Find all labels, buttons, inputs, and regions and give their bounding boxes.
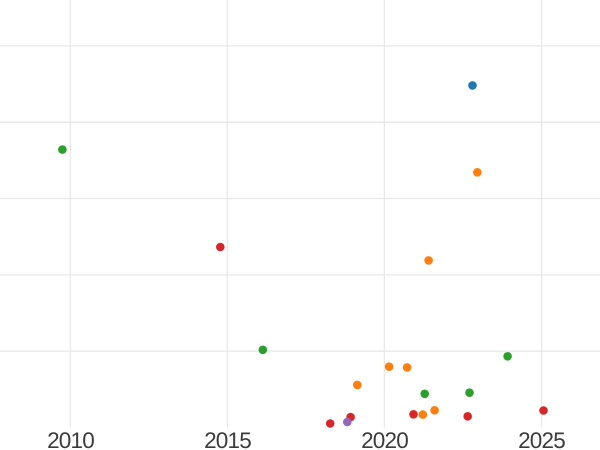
svg-text:2025: 2025 [518, 428, 565, 450]
svg-text:2020: 2020 [361, 428, 408, 450]
svg-text:2015: 2015 [204, 428, 251, 450]
svg-text:2010: 2010 [47, 428, 94, 450]
